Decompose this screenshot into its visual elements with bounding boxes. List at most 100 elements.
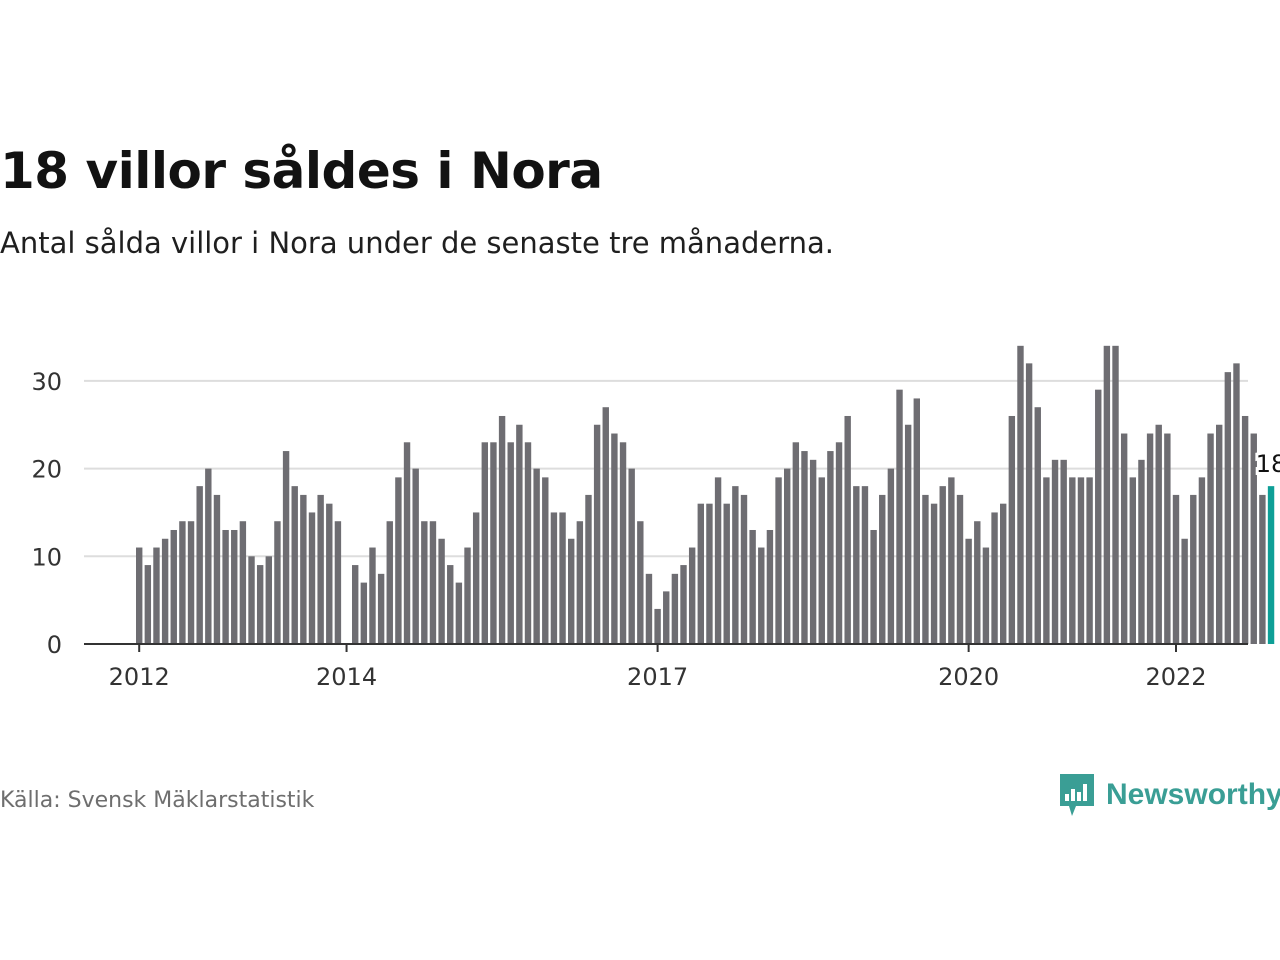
bar-highlight xyxy=(1267,486,1275,644)
bar xyxy=(1000,503,1007,644)
bar xyxy=(766,529,774,644)
bar xyxy=(1207,433,1214,644)
bar xyxy=(1077,477,1085,644)
bar xyxy=(637,521,644,644)
bar xyxy=(533,468,540,644)
bar xyxy=(317,494,324,644)
bar xyxy=(930,503,938,644)
bar xyxy=(879,494,886,644)
bar xyxy=(464,547,471,644)
bar xyxy=(861,486,869,644)
bar xyxy=(740,494,748,644)
bar xyxy=(1233,363,1240,644)
bar xyxy=(239,521,247,644)
bar xyxy=(1250,433,1257,644)
y-tick-label: 10 xyxy=(31,543,62,571)
bar xyxy=(291,486,298,644)
bar xyxy=(714,477,722,644)
bar xyxy=(904,424,912,644)
bar xyxy=(965,538,972,644)
bar xyxy=(334,521,342,644)
x-tick-label: 2020 xyxy=(938,663,999,691)
bar xyxy=(153,547,160,644)
bar xyxy=(585,494,592,644)
bar xyxy=(196,486,203,644)
bar xyxy=(472,512,480,644)
bar xyxy=(170,529,177,644)
bar xyxy=(809,459,817,644)
bar xyxy=(231,529,238,644)
bar xyxy=(360,582,368,644)
bar xyxy=(1051,459,1059,644)
newsworthy-logo[interactable]: Newsworthy xyxy=(1058,772,1280,818)
bar xyxy=(369,547,376,644)
bar xyxy=(680,565,687,644)
bar xyxy=(481,442,488,644)
bar xyxy=(732,486,739,644)
bar xyxy=(1129,477,1136,644)
bar xyxy=(144,565,152,644)
axes xyxy=(84,643,1248,652)
bar xyxy=(559,512,566,644)
bar xyxy=(870,529,877,644)
bar xyxy=(1086,477,1093,644)
bar xyxy=(308,512,316,644)
bar xyxy=(956,494,964,644)
bar xyxy=(749,529,756,644)
bar xyxy=(187,521,195,644)
bar xyxy=(758,547,765,644)
bar xyxy=(991,512,998,644)
y-tick-label: 30 xyxy=(31,368,62,396)
bar xyxy=(887,468,895,644)
bar xyxy=(274,521,281,644)
bar xyxy=(611,433,618,644)
bar xyxy=(568,538,575,644)
x-tick-label: 2014 xyxy=(316,663,377,691)
bar xyxy=(455,582,463,644)
bar xyxy=(922,494,929,644)
bar xyxy=(1241,415,1249,644)
bar xyxy=(688,547,696,644)
bar xyxy=(792,442,800,644)
newsworthy-logo-icon xyxy=(1060,774,1094,816)
bar xyxy=(844,415,851,644)
bar xyxy=(412,468,419,644)
bar xyxy=(550,512,558,644)
bar xyxy=(645,573,653,644)
bar-chart: 0 10 20 30 2012 2014 2017 2020 2022 18 xyxy=(31,345,1280,691)
bar xyxy=(982,547,990,644)
bar xyxy=(161,538,169,644)
bar xyxy=(1008,415,1016,644)
bar xyxy=(1112,345,1119,644)
labels: 0 10 20 30 2012 2014 2017 2020 2022 18 xyxy=(31,368,1280,691)
chart-subtitle: Antal sålda villor i Nora under de senas… xyxy=(0,226,834,260)
bar xyxy=(628,468,635,644)
bar xyxy=(222,529,229,644)
bar xyxy=(447,565,454,644)
bar xyxy=(282,451,290,644)
bar xyxy=(1224,372,1232,644)
bar xyxy=(1120,433,1128,644)
bar xyxy=(205,468,212,644)
chart-title: 18 villor såldes i Nora xyxy=(0,142,603,200)
bar xyxy=(395,477,402,644)
bar xyxy=(775,477,782,644)
bar xyxy=(490,442,497,644)
bar xyxy=(654,608,661,644)
x-tick-label: 2012 xyxy=(109,663,170,691)
bar xyxy=(1164,433,1171,644)
bar xyxy=(593,424,601,644)
bar xyxy=(948,477,955,644)
bar xyxy=(213,494,221,644)
bar xyxy=(1155,424,1162,644)
x-tick-label: 2022 xyxy=(1145,663,1206,691)
bar xyxy=(619,442,627,644)
bar xyxy=(386,521,393,644)
bar xyxy=(326,503,333,644)
bar xyxy=(602,407,609,644)
bar xyxy=(576,521,584,644)
bar xyxy=(706,503,713,644)
bar xyxy=(853,486,860,644)
bar xyxy=(352,565,359,644)
bar xyxy=(429,521,437,644)
